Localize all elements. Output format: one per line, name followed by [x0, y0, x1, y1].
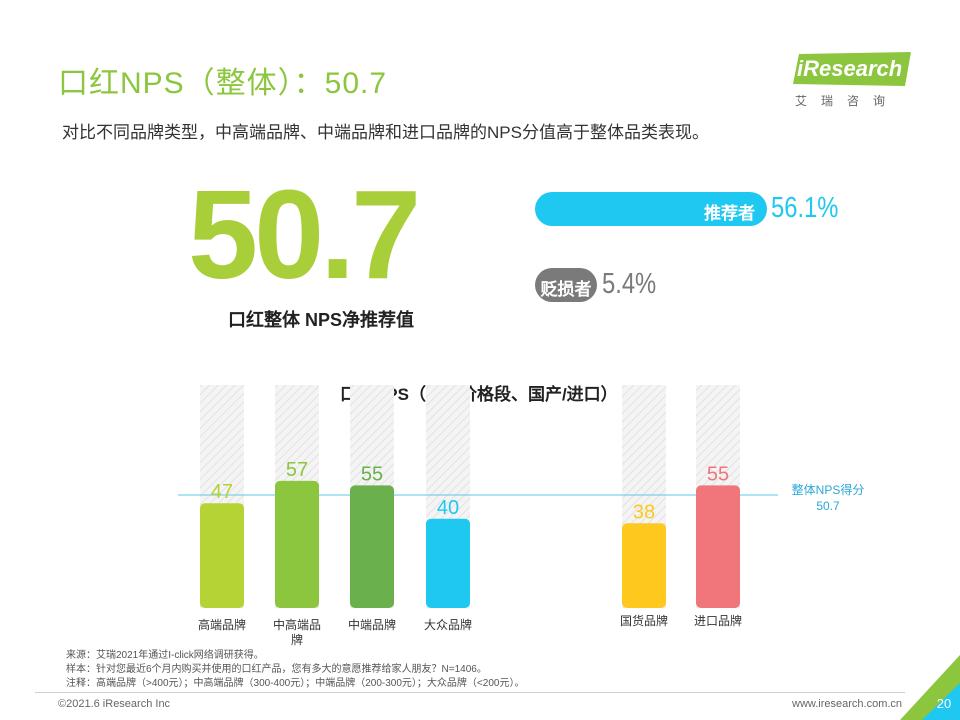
bar-value-label-0: 47	[211, 481, 233, 503]
detractor-pill: 贬损者	[535, 268, 597, 302]
page-number-corner: 20	[900, 655, 960, 720]
bar-5	[696, 485, 740, 608]
promoter-value: 56.1%	[771, 192, 839, 224]
overall-nps-label: 口红整体 NPS净推荐值	[228, 310, 415, 330]
category-label-1: 牌	[291, 633, 303, 647]
iresearch-logo: iResearch 艾瑞咨询	[793, 52, 911, 110]
category-label-1: 中高端品	[273, 617, 321, 632]
bar-value-label-5: 55	[707, 463, 729, 485]
logo-cn-text: 艾瑞咨询	[795, 94, 900, 108]
sample-line: 样本：针对您最近6个月内购买并使用的口红产品，您有多大的意愿推荐给家人朋友？N=…	[66, 664, 487, 675]
category-label-4: 国货品牌	[620, 613, 668, 628]
page-title: 口红NPS（整体）：50.7	[58, 67, 388, 100]
category-label-5: 进口品牌	[694, 614, 742, 628]
bar-value-label-1: 57	[286, 459, 308, 481]
bar-value-label-4: 38	[633, 501, 655, 523]
source-notes: 来源：艾瑞2021年通过I-click网络调研获得。 样本：针对您最近6个月内购…	[66, 649, 524, 691]
overall-nps-value: 50.7	[188, 164, 421, 305]
source-line: 来源：艾瑞2021年通过I-click网络调研获得。	[66, 650, 264, 661]
category-label-2: 中端品牌	[348, 617, 396, 632]
bar-1	[275, 480, 319, 608]
bar-3	[426, 518, 470, 608]
page-subtitle: 对比不同品牌类型，中高端品牌、中端品牌和进口品牌的NPS分值高于整体品类表现。	[62, 123, 709, 142]
website-text: www.iresearch.com.cn	[792, 698, 903, 710]
category-label-3: 大众品牌	[424, 618, 472, 632]
logo-text: iResearch	[797, 56, 903, 81]
copyright-text: ©2021.6 iResearch Inc	[58, 698, 171, 710]
chart-title: 口红NPS（不同价格段、国产/进口）	[340, 385, 618, 404]
detractor-value: 5.4%	[602, 268, 657, 300]
footer-divider	[35, 692, 905, 693]
logo-badge-icon	[793, 52, 911, 86]
bar-value-label-2: 55	[361, 463, 383, 485]
promoter-label: 推荐者	[704, 204, 755, 223]
bar-2	[350, 485, 394, 608]
remark-line: 注释：高端品牌（>400元）；中高端品牌（300-400元）；中端品牌（200-…	[66, 678, 525, 689]
bar-value-label-3: 40	[437, 497, 459, 519]
reference-line-label: 整体NPS得分	[792, 482, 865, 497]
bar-4	[622, 523, 666, 608]
page-number: 20	[937, 696, 951, 711]
category-label-0: 高端品牌	[198, 617, 246, 632]
reference-line-value: 50.7	[816, 499, 840, 513]
bar-0	[200, 503, 244, 608]
detractor-label: 贬损者	[540, 280, 592, 299]
promoter-pill: 推荐者	[535, 192, 767, 226]
